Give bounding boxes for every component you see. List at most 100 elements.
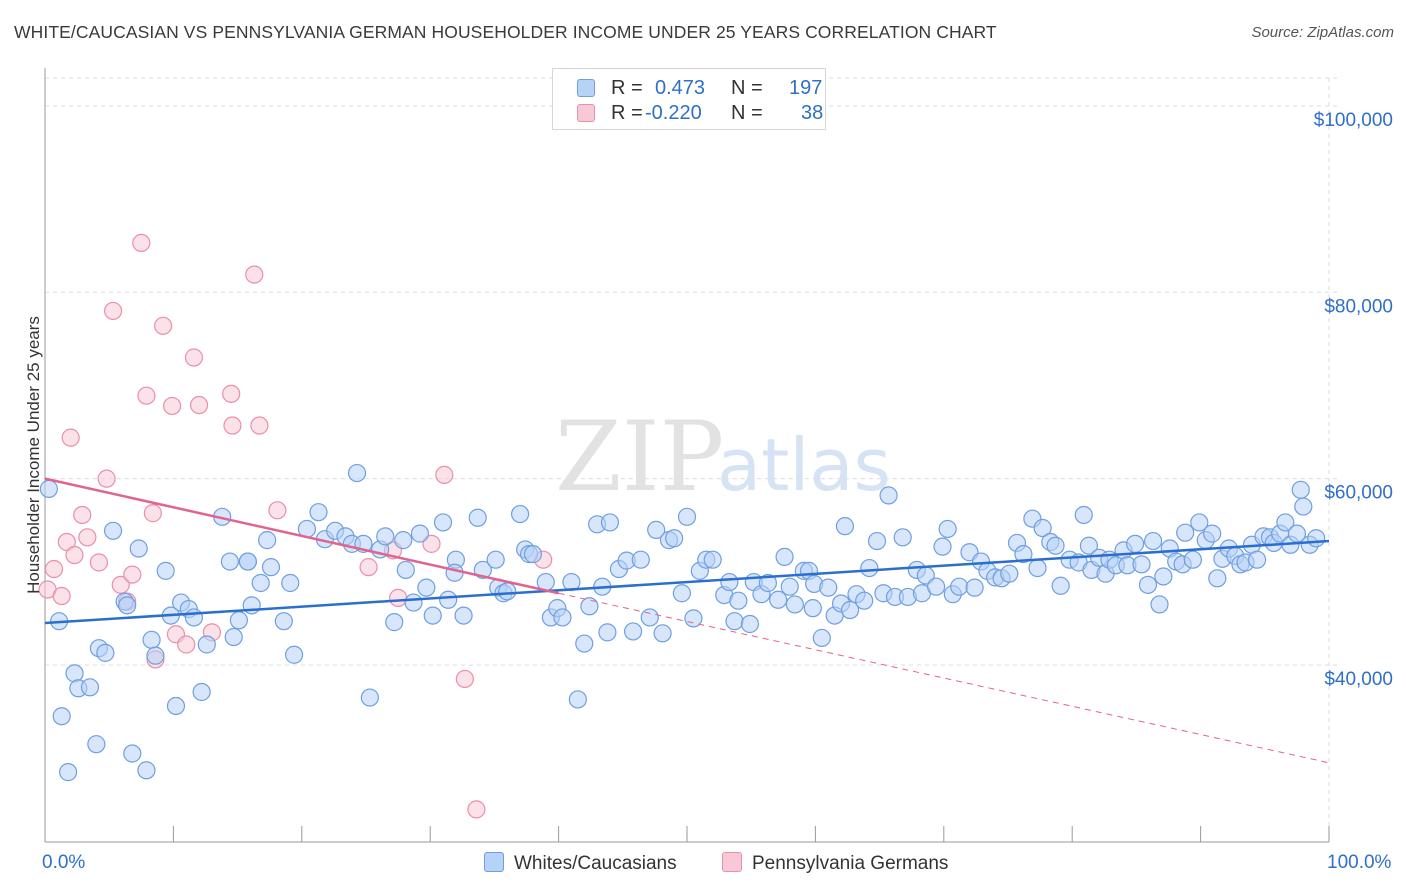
data-point [223,416,242,435]
data-point [672,584,691,603]
data-point [78,528,97,547]
data-point [938,519,957,539]
data-point [1291,480,1310,499]
data-point [347,463,367,483]
data-point [156,561,175,580]
data-point [123,744,142,763]
data-point [281,573,300,593]
data-point [103,301,123,321]
data-point [468,508,487,527]
series-pennsylvania-germans [38,233,553,819]
data-point [703,550,722,569]
data-point [1154,567,1173,586]
data-point [268,501,287,520]
data-point [523,545,543,564]
data-point [598,623,617,642]
data-point [445,563,464,582]
data-point [803,599,822,618]
data-point [439,590,458,609]
data-point [819,578,838,597]
data-point [454,606,473,625]
data-point [1051,576,1070,595]
data-point [1276,513,1295,532]
data-point [879,486,898,505]
data-point [65,664,84,683]
chart-title: WHITE/CAUCASIAN VS PENNSYLVANIA GERMAN H… [14,22,997,42]
data-point [123,565,142,584]
axes [44,68,1330,843]
bottom-legend-label-whites: Whites/Caucasians [514,853,677,874]
data-point [840,600,860,620]
legend-n-value: 197 [789,77,823,99]
data-point [1247,550,1267,569]
data-point [132,233,151,253]
data-point [111,575,130,594]
data-point [640,608,659,627]
data-point [396,560,415,580]
data-point [1190,513,1209,532]
data-point [1046,536,1065,555]
data-point [1294,497,1313,516]
data-point [73,505,92,525]
data-point [758,573,777,593]
data-point [274,612,293,631]
data-point [163,396,182,416]
data-point [486,550,505,569]
y-tick-label: $60,000 [1324,483,1393,504]
data-point [665,529,684,548]
data-point [647,520,666,539]
data-point [623,622,643,641]
legend-swatch-blue [577,79,595,97]
legend-n-label: N = [731,77,763,99]
data-point [410,524,430,543]
data-point [1176,523,1195,542]
trend-line-pa-germans-extension [558,592,1330,764]
data-point [860,558,879,578]
data-point [422,534,441,553]
data-point [142,630,161,649]
data-point [653,624,672,643]
data-point [740,614,760,634]
watermark-atlas: atlas [717,423,891,507]
data-point [261,558,281,577]
data-point [258,531,277,550]
data-point [184,608,204,627]
y-tick-labels: $40,000 $60,000 $80,000 $100,000 [1314,110,1393,690]
bottom-legend-label-pa-germans: Pennsylvania Germans [752,853,949,874]
data-point [1126,534,1145,553]
data-point [631,550,650,569]
data-point [376,527,395,546]
data-point [166,696,186,716]
data-point [1208,569,1227,588]
data-point [812,628,831,648]
data-point [59,763,78,782]
data-point [143,504,162,523]
data-point [96,643,115,662]
data-point [417,578,436,597]
data-point [965,578,984,597]
data-point [1028,558,1047,578]
data-point [154,316,173,335]
legend-n-label: N = [731,102,763,124]
watermark-zip: ZIP [555,401,724,513]
data-point [1014,545,1033,564]
data-point [769,590,788,609]
trend-lines [44,477,1330,764]
data-point [52,707,71,726]
data-point [1150,595,1169,614]
data-point [177,635,196,654]
data-point [933,537,952,556]
data-point [575,634,594,653]
watermark: ZIP atlas [555,401,891,513]
data-point [1138,575,1158,594]
data-point [146,646,165,665]
data-point [729,591,748,610]
data-point [867,531,887,551]
data-point [467,800,486,819]
data-point [389,588,408,607]
data-point [220,552,239,571]
legend-r-value: 0.473 [655,77,706,99]
x-tick-max: 100.0% [1327,852,1392,873]
data-point [950,577,969,596]
data-point [197,635,216,654]
